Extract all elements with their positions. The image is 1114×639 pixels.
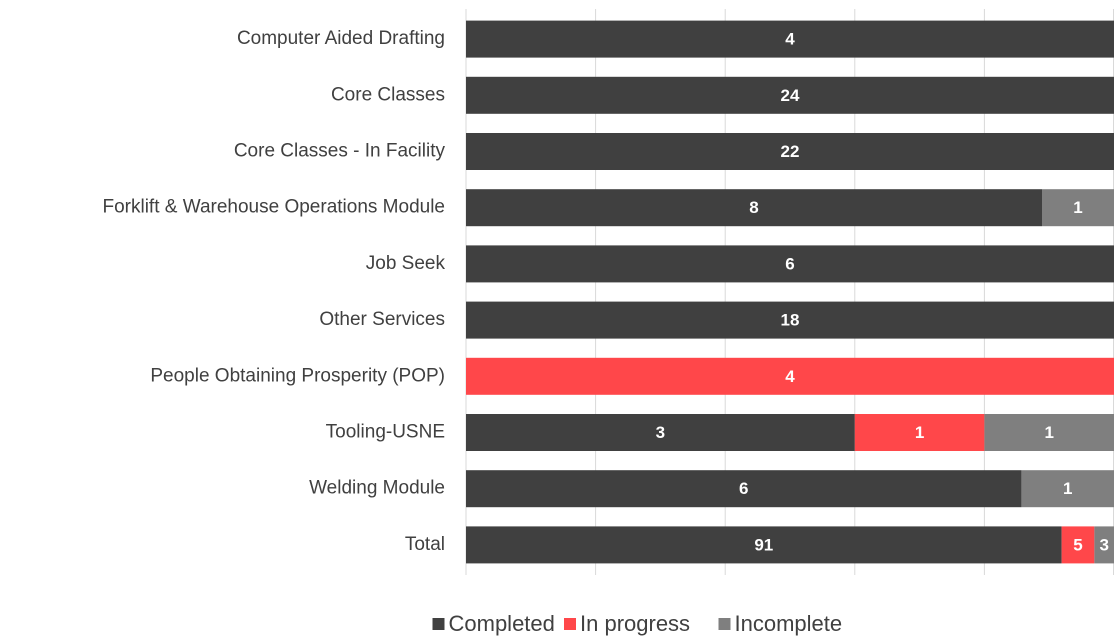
y-tick-label: Computer Aided Drafting — [237, 28, 445, 49]
data-label: 22 — [781, 142, 800, 161]
data-label: 1 — [1063, 479, 1072, 498]
legend-label: Completed — [449, 611, 555, 636]
data-label: 4 — [785, 367, 795, 386]
bar-segment — [466, 301, 1114, 339]
bar-segment — [466, 526, 1062, 564]
bar-segment — [466, 76, 1114, 114]
y-tick-label: Welding Module — [309, 478, 445, 499]
bar-segment — [466, 470, 1022, 508]
y-tick-label: Core Classes — [331, 84, 445, 105]
data-label: 8 — [749, 198, 758, 217]
bar-segment — [466, 189, 1042, 227]
bar-segment — [466, 133, 1114, 170]
data-label: 4 — [785, 30, 795, 49]
data-label: 6 — [739, 479, 748, 498]
bar-segment — [854, 414, 985, 451]
legend-swatch — [718, 618, 731, 630]
data-label: 1 — [1073, 198, 1082, 217]
bar-segment — [984, 414, 1114, 451]
legend-label: In progress — [580, 611, 690, 636]
bar-segment — [466, 245, 1114, 283]
data-label: 5 — [1073, 535, 1082, 554]
bar-segment — [466, 414, 855, 451]
y-tick-label: Job Seek — [366, 253, 446, 274]
data-label: 3 — [1099, 535, 1108, 554]
data-label: 1 — [1044, 423, 1053, 442]
bar-segment — [1094, 526, 1114, 564]
y-tick-label: Forklift & Warehouse Operations Module — [102, 197, 445, 218]
y-tick-label: Other Services — [319, 309, 445, 330]
data-label: 24 — [781, 86, 800, 105]
legend-swatch — [564, 618, 576, 630]
bar-segment — [1042, 189, 1114, 227]
y-tick-label: People Obtaining Prosperity (POP) — [150, 365, 445, 386]
bar-segment — [1021, 470, 1114, 508]
bar-segment — [466, 357, 1114, 395]
y-tick-label: Tooling-USNE — [326, 422, 445, 443]
data-label: 6 — [785, 254, 794, 273]
bar-segment — [466, 20, 1114, 58]
y-tick-label: Core Classes - In Facility — [234, 141, 446, 162]
data-label: 3 — [656, 423, 665, 442]
legend-label: Incomplete — [735, 611, 843, 636]
data-label: 1 — [915, 423, 924, 442]
bar-segment — [1061, 526, 1095, 564]
legend-swatch — [432, 618, 445, 630]
data-label: 18 — [781, 311, 800, 330]
data-label: 91 — [754, 535, 773, 554]
y-tick-label: Total — [405, 534, 445, 555]
